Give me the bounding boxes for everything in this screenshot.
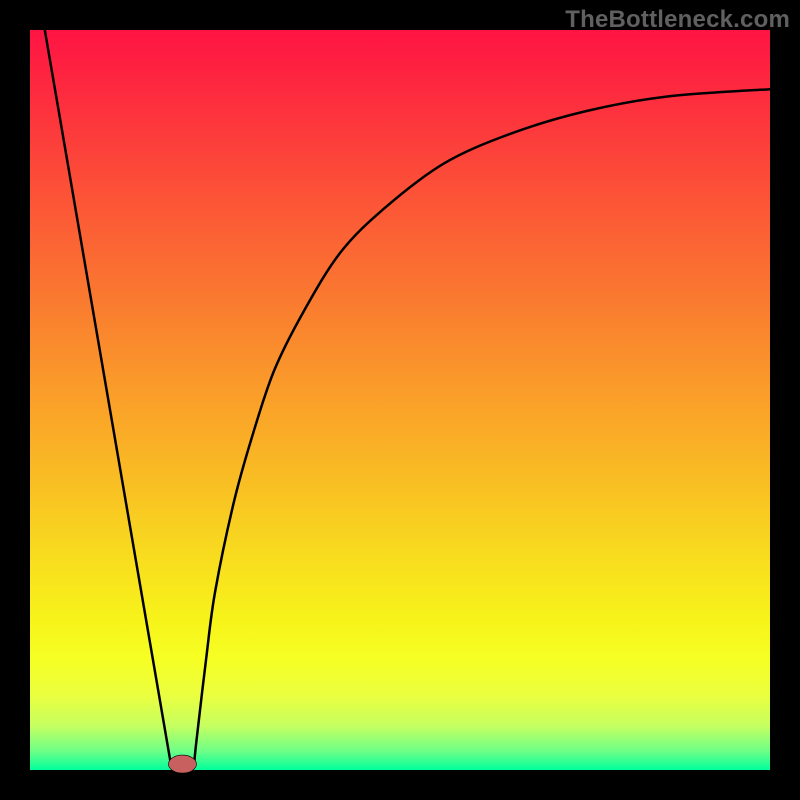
chart-svg	[0, 0, 800, 800]
chart-container: TheBottleneck.com	[0, 0, 800, 800]
minimum-marker	[168, 755, 196, 773]
chart-background	[30, 30, 770, 770]
watermark-text: TheBottleneck.com	[565, 6, 790, 34]
